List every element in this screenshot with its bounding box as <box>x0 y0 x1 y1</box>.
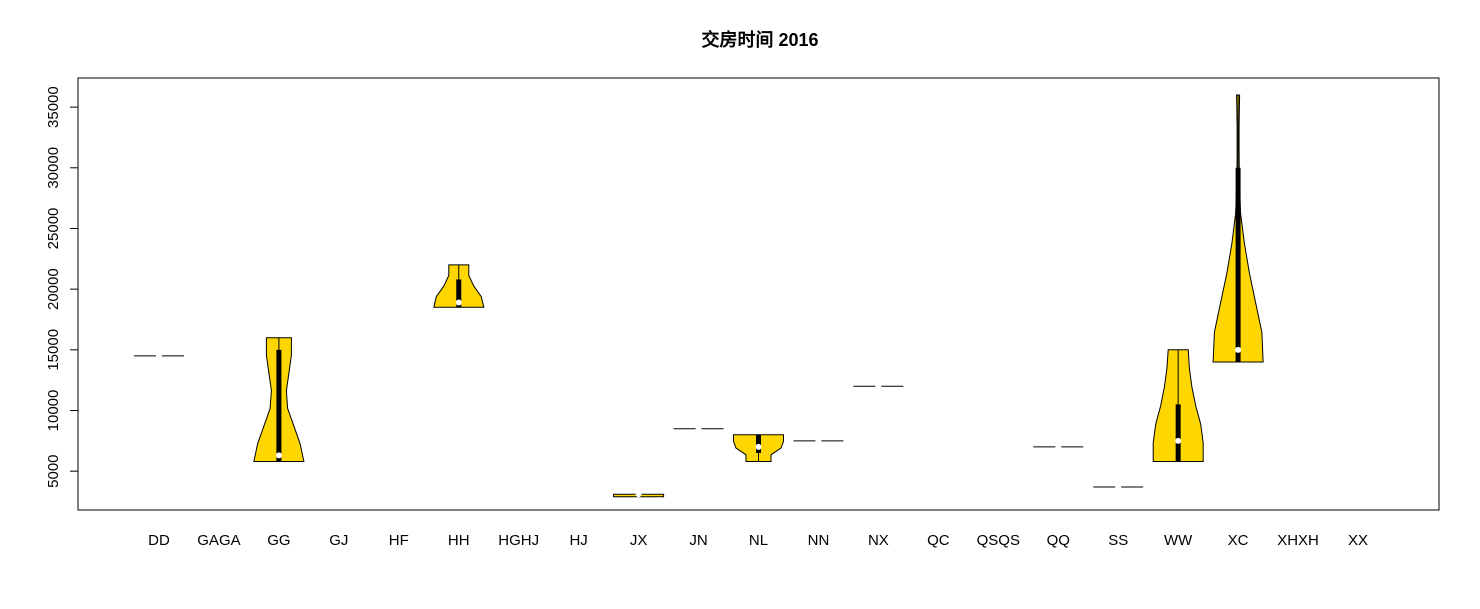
x-tick-label: GAGA <box>197 532 240 549</box>
iqr-box <box>756 434 761 453</box>
median <box>1055 443 1062 450</box>
iqr-box <box>1175 404 1181 462</box>
x-tick-label: XX <box>1348 532 1368 549</box>
x-tick-label: HH <box>448 532 470 549</box>
x-tick-label: JX <box>630 532 648 549</box>
x-tick-label: QC <box>927 532 950 549</box>
iqr-box <box>1235 167 1241 362</box>
median <box>815 437 822 444</box>
median <box>695 425 702 432</box>
median <box>755 443 762 450</box>
x-tick-label: SS <box>1108 532 1128 549</box>
median <box>1235 346 1242 353</box>
median <box>156 352 162 359</box>
x-tick-label: QSQS <box>977 532 1020 549</box>
chart-title: 交房时间 2016 <box>701 29 818 50</box>
x-tick-label: HGHJ <box>498 532 539 549</box>
iqr-box <box>276 349 282 462</box>
median <box>1115 483 1122 490</box>
x-tick-label: HJ <box>569 532 587 549</box>
median <box>875 383 882 390</box>
x-tick-label: WW <box>1164 532 1193 549</box>
x-tick-label: DD <box>148 532 170 549</box>
x-tick-label: NX <box>868 532 889 549</box>
y-tick-label: 20000 <box>45 268 62 310</box>
x-tick-label: XC <box>1228 532 1249 549</box>
x-tick-label: GG <box>267 532 290 549</box>
y-tick-label: 10000 <box>45 390 62 432</box>
median <box>635 491 642 498</box>
x-tick-label: JN <box>689 532 707 549</box>
iqr-box <box>456 279 462 308</box>
y-tick-label: 5000 <box>45 454 62 487</box>
median <box>275 452 282 459</box>
x-tick-label: XHXH <box>1277 532 1319 549</box>
x-tick-label: GJ <box>329 532 348 549</box>
y-tick-label: 25000 <box>45 208 62 250</box>
x-tick-label: HF <box>389 532 409 549</box>
y-tick-label: 30000 <box>45 147 62 189</box>
x-tick-label: NN <box>808 532 830 549</box>
x-tick-label: NL <box>749 532 768 549</box>
median <box>1175 437 1182 444</box>
median <box>455 299 462 306</box>
y-tick-label: 35000 <box>45 86 62 128</box>
y-tick-label: 15000 <box>45 329 62 371</box>
plot-frame <box>77 77 1440 511</box>
x-tick-label: QQ <box>1047 532 1070 549</box>
